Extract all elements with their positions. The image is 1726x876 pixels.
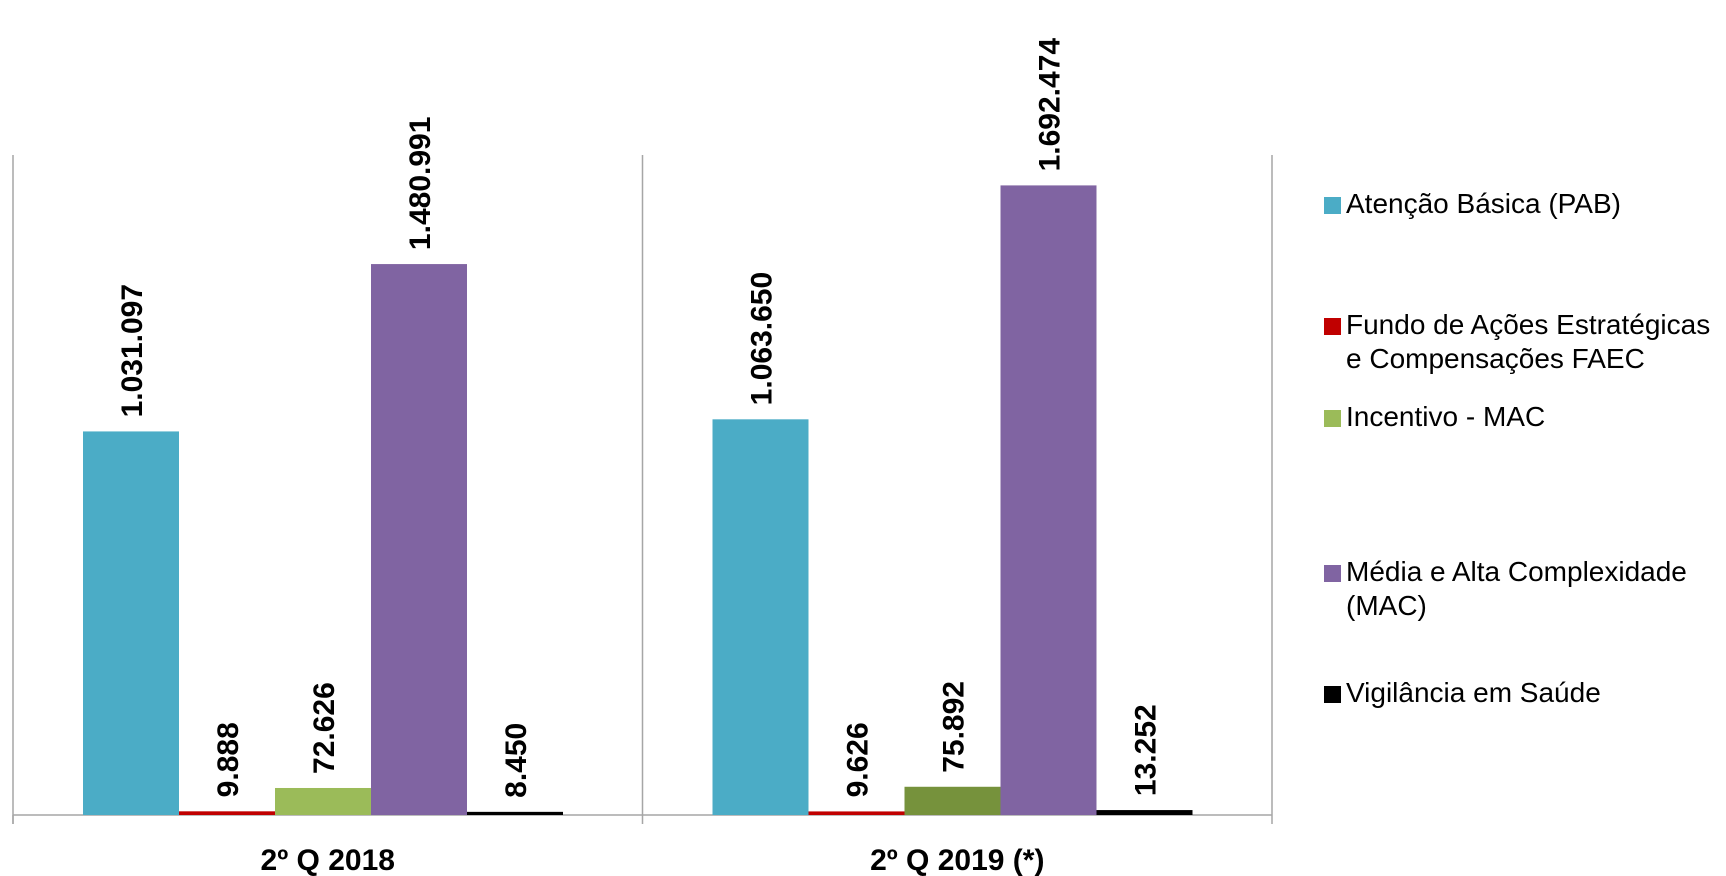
bar (467, 811, 563, 815)
data-label: 1.063.650 (746, 272, 779, 405)
legend-label-incentivo-mac: Incentivo - MAC (1346, 401, 1546, 432)
data-label: 75.892 (938, 681, 971, 773)
data-label: 72.626 (308, 682, 341, 774)
bar (179, 811, 275, 815)
data-label: 13.252 (1130, 704, 1163, 796)
bar (712, 419, 809, 815)
legend-swatch-pab (1324, 197, 1341, 214)
data-label: 8.450 (500, 723, 533, 798)
bar (371, 264, 467, 815)
x-tick-label: 2º Q 2019 (*) (870, 844, 1044, 876)
bar (275, 787, 371, 815)
legend-swatch-mac (1324, 565, 1341, 582)
legend-label-vigilancia: Vigilância em Saúde (1346, 677, 1601, 708)
legend-swatch-vigilancia (1324, 686, 1341, 703)
legend-swatch-faec (1324, 318, 1341, 335)
legend-item-vigilancia: Vigilância em Saúde (1324, 676, 1726, 710)
legend: Atenção Básica (PAB) Fundo de Ações Estr… (1324, 0, 1724, 876)
bar (1096, 810, 1193, 815)
bar (83, 431, 179, 815)
bar-chart: 1.031.097 9.888 72.626 1.480.991 8.450 2º Q 2… (12, 38, 1273, 876)
legend-label-pab: Atenção Básica (PAB) (1346, 188, 1621, 219)
x-tick-label: 2º Q 2018 (261, 844, 395, 876)
data-label: 1.480.991 (404, 117, 437, 250)
legend-item-pab: Atenção Básica (PAB) (1324, 187, 1726, 221)
bar (904, 786, 1001, 815)
bar (1000, 185, 1097, 816)
legend-label-faec: Fundo de Ações Estratégicas e Compensaçõ… (1346, 309, 1711, 374)
data-label: 9.626 (842, 722, 875, 797)
data-label: 1.692.474 (1034, 38, 1067, 172)
legend-label-mac: Média e Alta Complexidade (MAC) (1346, 556, 1687, 621)
legend-item-incentivo-mac: Incentivo - MAC (1324, 400, 1726, 434)
legend-swatch-incentivo-mac (1324, 410, 1341, 427)
data-label: 9.888 (212, 722, 245, 797)
data-label: 1.031.097 (116, 284, 149, 417)
bar (808, 811, 905, 815)
legend-item-faec: Fundo de Ações Estratégicas e Compensaçõ… (1324, 308, 1726, 376)
legend-item-mac: Média e Alta Complexidade (MAC) (1324, 555, 1706, 623)
